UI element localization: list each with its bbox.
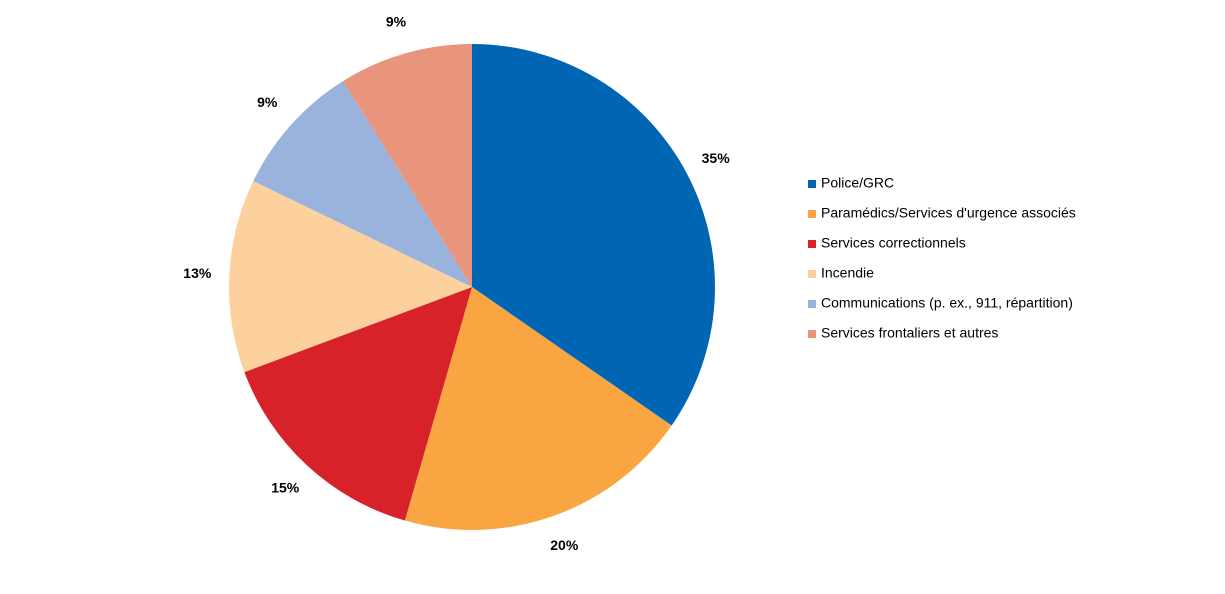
data-label: 35% [702,150,731,166]
legend-swatch [808,210,816,218]
legend-label: Communications (p. ex., 911, répartition… [821,295,1073,311]
pie-slice [229,181,472,373]
legend-swatch [808,330,816,338]
legend-label: Paramédics/Services d'urgence associés [821,205,1076,221]
pie-slice [404,287,672,530]
legend-label: Police/GRC [821,175,894,191]
pie-slice [244,287,472,521]
pie-slice [253,81,472,287]
data-label: 9% [257,94,278,110]
data-label: 20% [550,537,579,553]
pie-slice [472,44,715,426]
data-label: 15% [271,480,300,496]
data-label: 13% [183,265,212,281]
legend-swatch [808,240,816,248]
data-label: 9% [386,13,407,29]
legend-swatch [808,270,816,278]
legend-swatch [808,300,816,308]
legend-label: Services frontaliers et autres [821,325,998,341]
pie-slice [342,44,472,287]
legend-label: Services correctionnels [821,235,966,251]
legend-label: Incendie [821,265,874,281]
legend-swatch [808,180,816,188]
